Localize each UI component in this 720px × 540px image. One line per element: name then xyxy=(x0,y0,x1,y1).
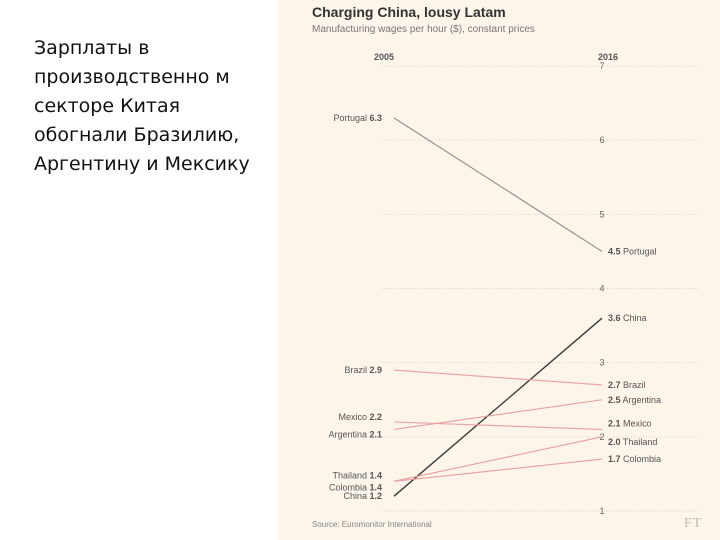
y-tick-label: 5 xyxy=(599,209,604,219)
data-label-2016: 2.0 Thailand xyxy=(608,437,657,447)
series-line-thailand xyxy=(393,436,603,482)
series-line-colombia xyxy=(393,458,603,482)
series-line-mexico xyxy=(393,421,603,430)
y-tick-label: 1 xyxy=(599,506,604,516)
series-line-portugal xyxy=(393,117,603,252)
x-tick-label: 2005 xyxy=(374,52,394,62)
y-tick-label: 3 xyxy=(599,358,604,368)
data-label-2005: Portugal 6.3 xyxy=(333,113,382,123)
series-line-china xyxy=(393,317,603,497)
data-label-2016: 2.7 Brazil xyxy=(608,380,646,390)
data-label-2005: China 1.2 xyxy=(343,491,382,501)
chart-source: Source: Euromonitor International xyxy=(312,520,432,529)
data-label-2016: 3.6 China xyxy=(608,313,647,323)
y-tick-label: 4 xyxy=(599,284,604,294)
data-label-2016: 4.5 Portugal xyxy=(608,246,657,256)
data-label-2005: Mexico 2.2 xyxy=(338,412,382,422)
chart-subtitle: Manufacturing wages per hour ($), consta… xyxy=(312,24,535,35)
series-line-argentina xyxy=(393,399,603,430)
series-line-brazil xyxy=(393,369,603,386)
data-label-2016: 2.1 Mexico xyxy=(608,418,652,428)
slide-body-text: Зарплаты в производственно м секторе Кит… xyxy=(34,37,250,175)
ft-logo: FT xyxy=(684,516,703,531)
chart-panel: Charging China, lousy Latam Manufacturin… xyxy=(278,0,720,540)
x-tick-label: 2016 xyxy=(598,52,618,62)
data-label-2005: Brazil 2.9 xyxy=(344,365,382,375)
data-label-2005: Argentina 2.1 xyxy=(328,429,382,439)
data-label-2005: Thailand 1.4 xyxy=(332,470,382,480)
data-label-2016: 2.5 Argentina xyxy=(608,395,661,405)
data-label-2005: Colombia 1.4 xyxy=(329,482,382,492)
y-tick-label: 6 xyxy=(599,135,604,145)
y-tick-label: 7 xyxy=(599,61,604,71)
data-label-2016: 1.7 Colombia xyxy=(608,454,661,464)
chart-title: Charging China, lousy Latam xyxy=(312,4,506,20)
